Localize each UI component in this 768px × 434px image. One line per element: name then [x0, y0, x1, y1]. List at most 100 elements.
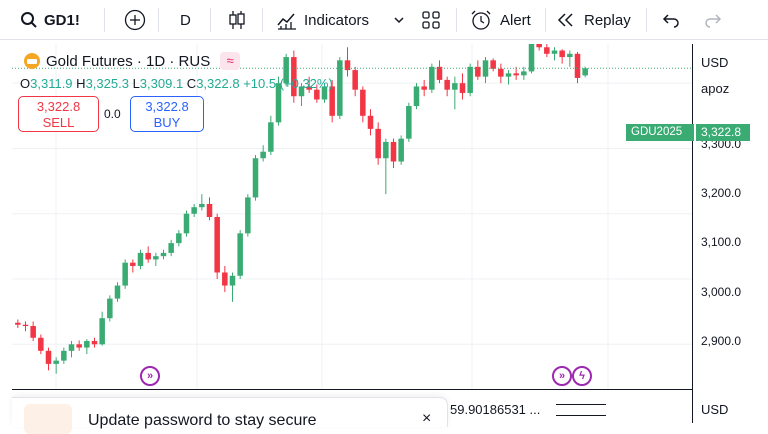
compare-button[interactable] [124, 0, 146, 40]
event-marker-icon[interactable]: » [140, 366, 160, 386]
candle [367, 115, 374, 129]
candle [329, 86, 335, 116]
buy-price: 3,322.8 [145, 99, 189, 114]
candle [245, 197, 251, 234]
candle [183, 213, 190, 234]
candle [421, 86, 427, 90]
chevron-down-icon [394, 17, 404, 24]
ohlc-values: O3,311.9 H3,325.3 L3,309.1 C3,322.8 +10.… [20, 76, 333, 91]
indicators-dropdown[interactable] [394, 0, 404, 40]
candle [406, 106, 412, 139]
candle [15, 322, 21, 325]
chart-type-button[interactable] [226, 0, 248, 40]
candle [314, 89, 320, 100]
candle [68, 344, 75, 351]
price-axis[interactable]: USD apoz 3,300.0 3,200.0 3,100.0 3,000.0… [692, 44, 768, 390]
candle [275, 83, 282, 123]
candles-icon [229, 11, 245, 29]
candle [352, 70, 358, 90]
spread-value: 0.0 [104, 107, 121, 121]
buy-button[interactable]: 3,322.8 BUY [130, 96, 204, 132]
undo-icon [662, 14, 679, 28]
candle [498, 68, 504, 77]
buy-label: BUY [153, 115, 181, 130]
candle [252, 158, 259, 198]
symbol-label: GD1! [44, 11, 80, 29]
sell-price: 3,322.8 [36, 99, 81, 114]
rewind-icon [557, 13, 573, 27]
candle [45, 350, 52, 364]
search-icon [21, 12, 37, 28]
partial-value-text: 59.90186531 ... [450, 402, 541, 417]
scale-label[interactable]: apoz [701, 81, 730, 96]
chart-title[interactable]: Gold Futures · 1D · RUS [46, 52, 211, 70]
candle [91, 341, 98, 345]
candle [30, 326, 36, 338]
candle [53, 360, 59, 364]
undo-button[interactable] [662, 0, 680, 40]
chart-legend: Gold Futures · 1D · RUS ≈ [24, 52, 241, 70]
candle [22, 324, 29, 327]
candle [168, 243, 174, 253]
candle [114, 285, 121, 299]
candle [76, 344, 82, 348]
candle [191, 207, 197, 214]
candle [567, 53, 573, 58]
candle [582, 68, 588, 76]
candle [298, 86, 305, 97]
candle [122, 262, 128, 286]
candle [574, 53, 581, 78]
candle [61, 350, 67, 361]
currency-label[interactable]: USD [701, 55, 729, 70]
candlestick-chart[interactable] [12, 44, 692, 390]
candle [145, 252, 151, 260]
replay-button[interactable]: Replay [556, 0, 631, 40]
time-axis-divider [12, 389, 692, 390]
redo-button[interactable] [704, 0, 722, 40]
interval-button[interactable]: D [180, 0, 191, 40]
candle [513, 73, 519, 76]
candle [544, 47, 550, 54]
event-marker-icon[interactable]: » [552, 366, 572, 386]
alert-label: Alert [500, 11, 531, 29]
lightning-icon[interactable]: ϟ [572, 366, 592, 386]
sell-button[interactable]: 3,322.8 SELL [18, 96, 99, 132]
candle [344, 60, 351, 71]
candle [38, 337, 44, 351]
candle [360, 89, 366, 116]
candle [306, 86, 312, 90]
top-toolbar: GD1! D Indicators [0, 0, 768, 40]
candle [291, 57, 297, 97]
indicators-button[interactable]: Indicators [276, 0, 369, 40]
candle [375, 128, 381, 159]
templates-button[interactable] [421, 0, 441, 40]
symbol-search-button[interactable]: GD1! [20, 0, 80, 40]
axis-tick: 3,100.0 [701, 235, 742, 249]
candle [490, 60, 496, 69]
candle [505, 73, 512, 77]
indicators-icon [277, 13, 296, 30]
toast-illustration-icon [24, 404, 72, 434]
indicators-label: Indicators [304, 11, 370, 29]
replay-label: Replay [584, 11, 631, 29]
candle [536, 44, 542, 48]
candle [390, 141, 397, 162]
candle [99, 318, 105, 345]
tilde-icon[interactable]: ≈ [220, 52, 241, 70]
candle [268, 122, 274, 152]
interval-label: D [180, 11, 191, 29]
axis-tick: 3,000.0 [701, 285, 742, 299]
axis-tick: 3,200.0 [701, 186, 742, 200]
candle [436, 66, 443, 80]
candle [444, 79, 450, 90]
candle [528, 44, 535, 72]
alert-button[interactable]: Alert [470, 0, 531, 40]
close-icon[interactable]: × [422, 410, 432, 427]
symbol-price-tag: GDU2025 [626, 124, 694, 141]
candle [176, 233, 182, 244]
bottom-currency-label[interactable]: USD [701, 402, 729, 417]
candle [559, 50, 565, 58]
candle [551, 50, 558, 54]
candle [475, 66, 481, 77]
chart-pane[interactable] [12, 44, 692, 390]
